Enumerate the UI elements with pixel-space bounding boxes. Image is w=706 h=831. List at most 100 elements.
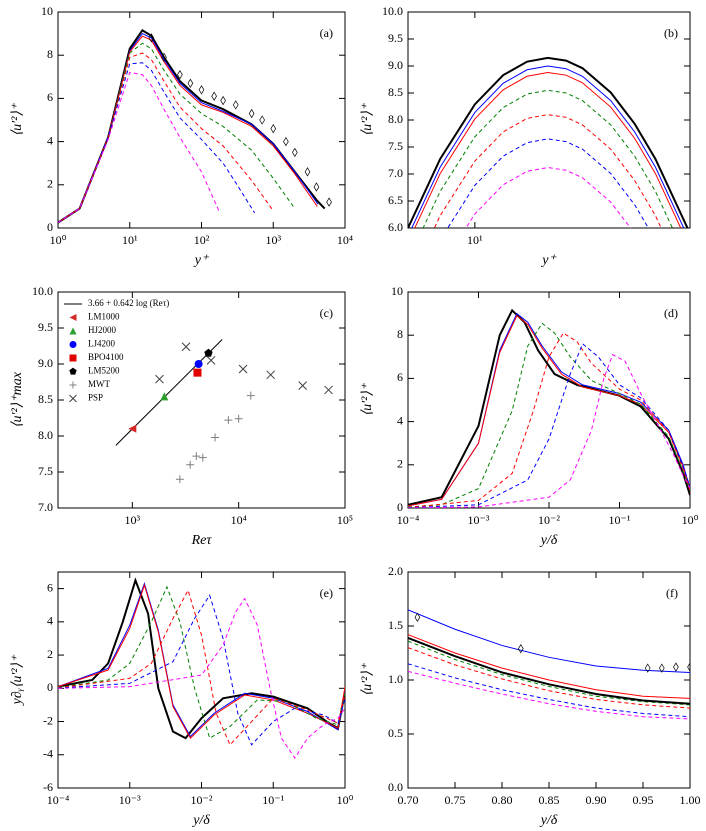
diamond-marker — [292, 147, 298, 158]
plus-marker — [224, 416, 233, 425]
diamond-marker — [313, 182, 320, 192]
series-line — [408, 663, 690, 718]
x-axis-label: y/δ — [539, 533, 558, 548]
y-tick-label: 8.5 — [38, 392, 53, 406]
series-line — [58, 588, 345, 746]
y-tick-label: 0 — [47, 680, 53, 694]
legend-label: MWT — [88, 379, 110, 389]
series-line — [447, 138, 649, 228]
x-marker — [324, 385, 333, 395]
series-line — [58, 35, 318, 224]
series-line — [58, 62, 256, 224]
panel: 10⁻⁴ 10⁻³ 10⁻² 10⁻¹ 10⁰ 0 2 4 6 8 10 y/δ ⟨u′²⟩⁺ (d) — [360, 284, 698, 548]
diamond-marker — [248, 108, 255, 119]
panel-label: (c) — [320, 306, 333, 320]
x-tick-label: 10⁵ — [337, 513, 353, 527]
y-axis-label: ⟨u′²⟩⁺ — [10, 102, 25, 136]
plot-area — [115, 339, 333, 484]
circle-marker — [69, 341, 77, 348]
panel-label: (b) — [664, 26, 678, 40]
y-axis-label: ⟨u′²⟩⁺ — [360, 382, 375, 416]
diamond-marker — [211, 91, 217, 101]
panel: 10¹ 6.0 6.5 7.0 7.5 8.0 8.5 9.0 9.5 10.0 y⁺ ⟨u′²⟩⁺ (… — [360, 4, 691, 268]
x-axis-label: y⁺ — [193, 253, 210, 268]
y-tick-label: 10.0 — [32, 284, 53, 298]
diamond-marker — [187, 78, 194, 88]
y-axis-label: ⟨u′²⟩⁺max — [10, 371, 25, 428]
square-marker — [69, 354, 77, 362]
panel-label: (d) — [664, 306, 678, 320]
x-tick-label: 0.85 — [539, 793, 560, 807]
series-line — [422, 89, 673, 228]
plus-marker — [198, 453, 207, 462]
x-tick-label: 10⁻³ — [119, 793, 141, 807]
series-line — [408, 647, 690, 709]
y-tick-label: 0.0 — [388, 780, 403, 794]
x-tick-label: 10⁴ — [337, 233, 353, 247]
y-tick-label: 10 — [391, 284, 403, 298]
series-line — [408, 670, 690, 720]
x-tick-label: 10⁻⁴ — [397, 513, 420, 527]
y-tick-label: 1.5 — [388, 618, 403, 632]
panel: 10³ 10⁴ 10⁵ 7.0 7.5 8.0 8.5 9.0 9.5 10.0 Reτ ⟨u′²⟩⁺… — [10, 284, 353, 548]
diamond-marker — [259, 115, 265, 125]
y-tick-label: 2.0 — [388, 564, 403, 578]
y-tick-label: 4 — [397, 413, 403, 427]
plot-area — [408, 308, 690, 508]
plot-frame — [407, 571, 691, 789]
x-marker — [181, 342, 191, 352]
plus-marker — [69, 381, 77, 389]
panel-label: (a) — [320, 26, 333, 40]
y-tick-label: 9.5 — [388, 31, 403, 45]
x-marker — [266, 370, 276, 380]
y-tick-label: 10 — [41, 4, 53, 18]
y-tick-label: 6 — [47, 90, 53, 104]
series-line — [58, 582, 345, 738]
x-tick-label: 10⁰ — [337, 793, 354, 807]
x-axis-label: y/δ — [539, 813, 558, 828]
x-tick-label: 10¹ — [467, 233, 483, 247]
y-tick-label: 10.0 — [382, 4, 403, 18]
y-tick-label: 7.5 — [38, 464, 53, 478]
y-axis-label: ⟨u′²⟩⁺ — [360, 662, 375, 696]
circle-marker — [194, 360, 203, 368]
plot-area — [58, 577, 345, 760]
plus-marker — [186, 460, 195, 469]
y-tick-label: 7.5 — [388, 139, 403, 153]
plot-area — [58, 29, 332, 224]
diamond-marker — [148, 33, 155, 43]
triangle-marker — [160, 392, 169, 401]
y-tick-label: 0.5 — [388, 726, 403, 740]
diamond-marker — [673, 662, 679, 672]
diamond-marker — [232, 100, 239, 110]
series-line — [58, 52, 274, 224]
diamond-marker — [326, 197, 332, 207]
x-tick-label: 10⁻² — [538, 513, 560, 527]
y-tick-label: -4 — [43, 747, 53, 761]
y-tick-label: 6 — [47, 580, 53, 594]
legend-label: 3.66 + 0.642 log (Reτ) — [88, 298, 169, 308]
x-tick-label: 10² — [194, 233, 210, 247]
plus-marker — [246, 391, 255, 400]
diamond-marker — [198, 85, 205, 95]
series-line — [408, 636, 690, 705]
x-tick-label: 10⁻¹ — [262, 793, 284, 807]
x-tick-label: 0.80 — [492, 793, 513, 807]
diamond-marker — [644, 663, 651, 673]
series-line — [58, 42, 296, 224]
series-line — [433, 114, 662, 228]
series-line — [408, 353, 690, 508]
y-tick-label: 2 — [47, 647, 53, 661]
plot-frame — [57, 571, 346, 789]
series-line — [411, 65, 685, 228]
y-tick-label: 9.0 — [38, 356, 53, 370]
series-line — [408, 640, 690, 706]
triangle-marker — [69, 327, 77, 335]
legend-label: BPO4100 — [88, 352, 124, 362]
y-axis-label: ⟨u′²⟩⁺ — [360, 102, 375, 136]
series-line — [58, 71, 221, 224]
x-marker — [206, 356, 216, 365]
series-line — [58, 32, 319, 224]
diamond-marker — [687, 662, 690, 672]
